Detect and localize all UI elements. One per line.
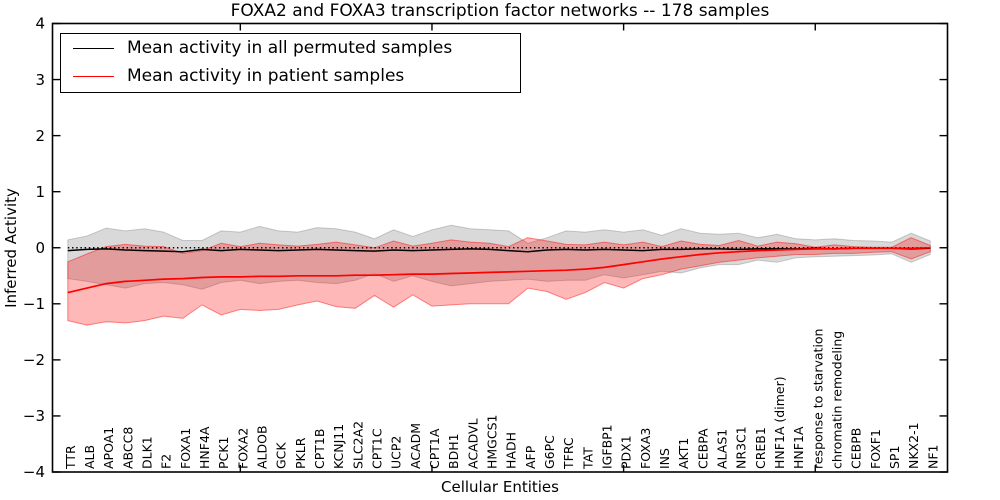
x-tick-label: PCK1 — [216, 437, 231, 469]
x-tick-label: response to starvation — [810, 329, 825, 470]
x-tick-label: ACADM — [408, 423, 423, 469]
y-tick-label: 2 — [35, 127, 45, 145]
legend-line-permuted — [73, 47, 114, 49]
x-tick-label: ALDOB — [255, 425, 270, 469]
x-tick-label: INS — [657, 448, 672, 469]
x-tick-label: HNF1A — [791, 426, 806, 469]
x-tick-label: F2 — [159, 454, 174, 469]
x-tick-label: CEBPA — [695, 428, 710, 469]
x-tick-label: G6PC — [542, 435, 557, 469]
x-tick-label: DLK1 — [140, 436, 155, 469]
x-tick-label: CPT1C — [370, 428, 385, 469]
x-tick-label: CREB1 — [753, 427, 768, 469]
y-tick-label: −3 — [23, 407, 45, 425]
x-tick-label: NR3C1 — [734, 426, 749, 469]
x-axis-label: Cellular Entities — [441, 478, 559, 496]
x-tick-label: AKT1 — [676, 438, 691, 469]
x-tick-label: FOXA3 — [638, 428, 653, 469]
patient-samples-band — [67, 237, 931, 326]
x-tick-label: TFRC — [561, 437, 576, 470]
y-axis-label: Inferred Activity — [2, 188, 20, 308]
y-tick-label: −2 — [23, 351, 45, 369]
y-tick-label: 4 — [35, 15, 45, 33]
legend-item-label: Mean activity in patient samples — [127, 66, 405, 86]
x-tick-label: FOXA1 — [178, 428, 193, 469]
legend-item-label: Mean activity in all permuted samples — [127, 38, 453, 58]
x-tick-label: BDH1 — [446, 433, 461, 469]
x-tick-label: HMGCS1 — [485, 415, 500, 470]
x-tick-label: ABCC8 — [120, 427, 135, 469]
x-tick-label: HNF4A — [197, 426, 212, 469]
x-tick-label: ALAS1 — [714, 429, 729, 469]
x-tick-label: CEBPB — [849, 428, 864, 469]
x-tick-label: FOXA2 — [235, 428, 250, 469]
x-tick-label: UCP2 — [389, 436, 404, 469]
x-tick-label: PKLR — [293, 437, 308, 469]
x-tick-label: chromatin remodeling — [829, 331, 844, 469]
y-tick-label: −4 — [23, 463, 45, 481]
x-tick-label: CPT1B — [312, 429, 327, 469]
x-tick-label: ALB — [82, 445, 97, 469]
legend-item: Mean activity in patient samples — [61, 62, 520, 90]
x-tick-label: NKX2-1 — [906, 422, 921, 469]
x-tick-label: KCNJ11 — [331, 424, 346, 469]
x-tick-label: SLC2A2 — [350, 421, 365, 469]
legend-item: Mean activity in all permuted samples — [61, 34, 520, 62]
x-tick-label: TAT — [580, 447, 595, 470]
y-tick-label: −1 — [23, 295, 45, 313]
y-tick-label: 1 — [35, 183, 45, 201]
x-tick-label: PDX1 — [619, 435, 634, 469]
x-tick-label: IGFBP1 — [599, 424, 614, 469]
y-tick-label: 3 — [35, 71, 45, 89]
figure-title: FOXA2 and FOXA3 transcription factor net… — [230, 1, 770, 21]
x-tick-label: CPT1A — [427, 428, 442, 469]
x-tick-label: APOA1 — [101, 427, 116, 469]
legend: Mean activity in all permuted samples Me… — [60, 33, 521, 93]
x-tick-label: ACADVL — [465, 418, 480, 469]
x-tick-label: HADH — [504, 432, 519, 469]
x-tick-label: HNF1A (dimer) — [772, 376, 787, 469]
x-tick-label: GCK — [274, 442, 289, 469]
x-tick-label: AFP — [523, 445, 538, 469]
legend-line-patient — [73, 75, 114, 77]
patient-mean-line — [67, 246, 931, 294]
y-tick-label: 0 — [35, 239, 45, 257]
x-tick-label: NF1 — [925, 445, 940, 470]
x-tick-label: SP1 — [887, 446, 902, 469]
x-tick-label: TTR — [63, 445, 78, 470]
x-tick-label: FOXF1 — [868, 429, 883, 469]
permuted-samples-band — [67, 224, 931, 290]
